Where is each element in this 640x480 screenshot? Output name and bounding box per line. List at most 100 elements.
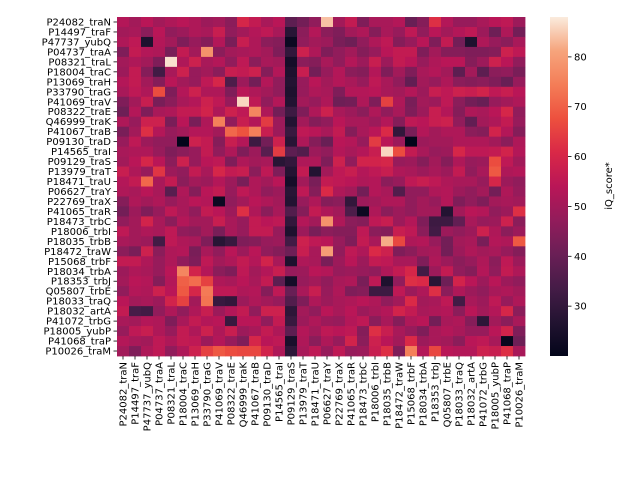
- heatmap-cell: [381, 216, 394, 227]
- heatmap-cell: [465, 36, 478, 48]
- heatmap-cell: [117, 246, 130, 257]
- heatmap-cell: [513, 46, 526, 58]
- heatmap-cell: [441, 116, 454, 128]
- heatmap-cell: [237, 336, 250, 347]
- heatmap-cell: [117, 106, 130, 118]
- heatmap-cell: [273, 326, 286, 337]
- heatmap-cell: [489, 116, 502, 128]
- heatmap-cell: [117, 256, 130, 267]
- heatmap-cell: [141, 226, 154, 237]
- heatmap-cell: [261, 136, 274, 148]
- x-tick-label: P18472_traW: [395, 362, 406, 429]
- heatmap-cell: [273, 36, 286, 48]
- heatmap-cell: [393, 246, 406, 257]
- heatmap-cell: [465, 166, 478, 177]
- heatmap-cell: [417, 116, 430, 128]
- heatmap-cell: [501, 266, 514, 277]
- heatmap-cell: [165, 306, 178, 317]
- heatmap-cell: [429, 146, 442, 157]
- heatmap-cell: [189, 236, 202, 247]
- x-tick-label: P08322_traE: [227, 362, 238, 425]
- heatmap-cell: [309, 146, 322, 157]
- heatmap-cell: [321, 36, 334, 48]
- heatmap-cell: [225, 136, 238, 148]
- heatmap-cell: [417, 56, 430, 68]
- heatmap-cell: [129, 336, 142, 347]
- heatmap-cell: [417, 276, 430, 287]
- heatmap-cell: [117, 236, 130, 247]
- heatmap-cell: [405, 196, 418, 207]
- heatmap-cell: [177, 286, 190, 297]
- heatmap-cell: [129, 176, 142, 187]
- heatmap-cell: [513, 186, 526, 197]
- heatmap-cell: [417, 326, 430, 337]
- heatmap-cell: [381, 106, 394, 118]
- heatmap-cell: [429, 206, 442, 217]
- heatmap-cell: [285, 96, 298, 108]
- heatmap-cell: [369, 186, 382, 197]
- heatmap-cell: [369, 336, 382, 347]
- heatmap-cell: [141, 336, 154, 347]
- heatmap-cell: [477, 286, 490, 297]
- heatmap-cell: [381, 126, 394, 138]
- heatmap-cell: [225, 246, 238, 257]
- y-tick-label: P10026_traM: [45, 347, 111, 358]
- heatmap-cell: [237, 36, 250, 48]
- heatmap-cell: [309, 66, 322, 78]
- heatmap-cell: [225, 346, 238, 357]
- heatmap-cell: [345, 266, 358, 277]
- heatmap-cell: [501, 86, 514, 98]
- heatmap-cell: [153, 166, 166, 177]
- heatmap-cell: [477, 296, 490, 307]
- heatmap-cell: [201, 56, 214, 68]
- heatmap-cell: [441, 176, 454, 187]
- heatmap-cell: [453, 126, 466, 138]
- heatmap-cell: [165, 316, 178, 327]
- heatmap-cell: [285, 266, 298, 277]
- heatmap-cell: [309, 286, 322, 297]
- heatmap-cell: [249, 106, 262, 118]
- heatmap-cell: [153, 106, 166, 118]
- heatmap-cell: [141, 166, 154, 177]
- heatmap-cell: [345, 76, 358, 88]
- heatmap-cell: [393, 266, 406, 277]
- heatmap-cell: [153, 306, 166, 317]
- heatmap-cell: [417, 316, 430, 327]
- heatmap-cell: [189, 76, 202, 88]
- heatmap-cell: [237, 66, 250, 78]
- heatmap-cell: [357, 36, 370, 48]
- heatmap-cell: [321, 236, 334, 247]
- heatmap-cell: [429, 316, 442, 327]
- heatmap-cell: [441, 26, 454, 38]
- heatmap-cell: [369, 26, 382, 38]
- heatmap-cell: [393, 146, 406, 157]
- heatmap-cell: [261, 206, 274, 217]
- heatmap-cell: [333, 96, 346, 108]
- heatmap-cell: [237, 286, 250, 297]
- heatmap-cell: [489, 346, 502, 357]
- heatmap-cell: [357, 256, 370, 267]
- heatmap-cell: [189, 246, 202, 257]
- heatmap-cell: [261, 216, 274, 227]
- colorbar-tick-label: 80: [574, 52, 587, 63]
- heatmap-cell: [465, 26, 478, 38]
- heatmap-cell: [117, 326, 130, 337]
- heatmap-cell: [477, 156, 490, 167]
- heatmap-cell: [249, 216, 262, 227]
- heatmap-cell: [489, 146, 502, 157]
- heatmap-cell: [513, 216, 526, 227]
- colorbar-tick-label: 50: [574, 202, 587, 213]
- heatmap-cell: [381, 276, 394, 287]
- heatmap-cell: [285, 346, 298, 357]
- heatmap-cell: [477, 26, 490, 38]
- heatmap-cell: [369, 306, 382, 317]
- heatmap-cell: [405, 206, 418, 217]
- heatmap-cell: [501, 256, 514, 267]
- heatmap-cell: [489, 46, 502, 58]
- heatmap-cell: [369, 226, 382, 237]
- heatmap-cell: [357, 156, 370, 167]
- heatmap-cell: [285, 176, 298, 187]
- heatmap-cell: [345, 336, 358, 347]
- heatmap-cell: [165, 336, 178, 347]
- heatmap-cell: [441, 17, 454, 28]
